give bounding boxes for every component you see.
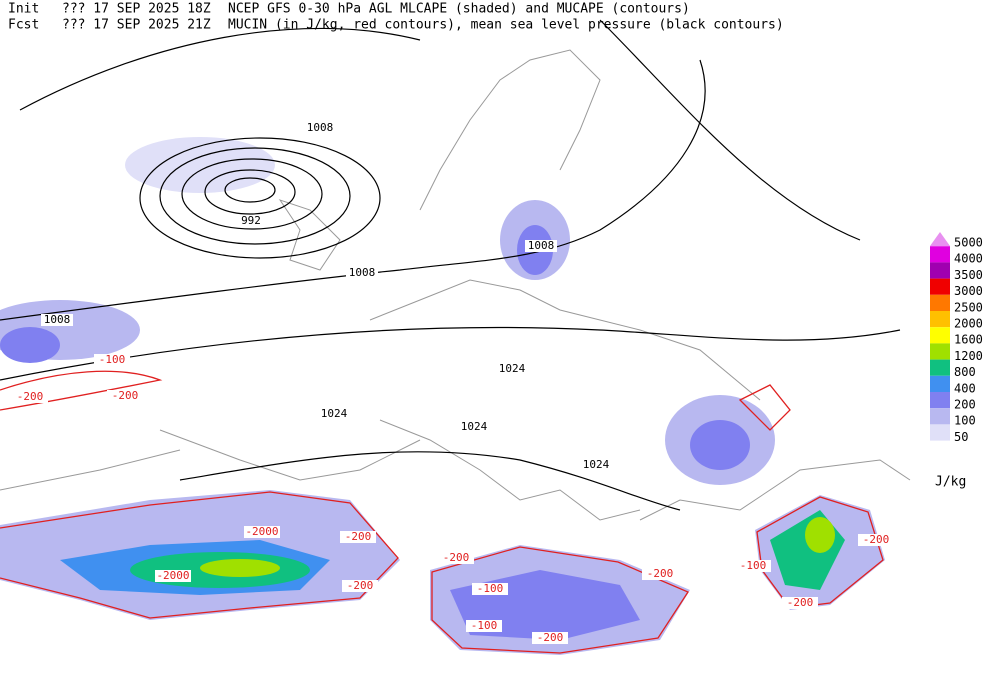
legend-label: 2000 — [954, 317, 983, 331]
legend-label: 100 — [954, 414, 976, 428]
isobars — [0, 19, 901, 511]
legend-swatch — [930, 278, 950, 295]
legend-label: 800 — [954, 365, 976, 379]
legend-label: 1200 — [954, 349, 983, 363]
legend-swatch — [930, 262, 950, 279]
legend-swatch — [930, 327, 950, 344]
legend-swatch — [930, 294, 950, 311]
legend-label: 5000 — [954, 236, 983, 250]
legend-label: 3500 — [954, 268, 983, 282]
legend-label: 1600 — [954, 333, 983, 347]
legend-swatch — [930, 246, 950, 263]
legend-label: 4000 — [954, 252, 983, 266]
legend-swatch — [930, 343, 950, 360]
legend-swatch — [930, 408, 950, 425]
legend-label: 3000 — [954, 284, 983, 298]
legend-swatch — [930, 359, 950, 376]
legend-swatch — [930, 311, 950, 328]
legend-label: 50 — [954, 430, 968, 444]
cin-contours — [0, 370, 884, 654]
coastlines — [0, 49, 911, 521]
legend-arrow — [930, 232, 950, 246]
legend-swatch — [930, 375, 950, 392]
legend-swatch — [930, 424, 950, 441]
legend: 5000 4000 3500 3000 2500 2000 1600 1200 800 400 20… — [930, 232, 983, 444]
legend-label: 200 — [954, 398, 976, 412]
cape-shading — [0, 137, 885, 655]
legend-label: 2500 — [954, 300, 983, 314]
legend-label: 400 — [954, 381, 976, 395]
legend-swatch — [930, 392, 950, 409]
